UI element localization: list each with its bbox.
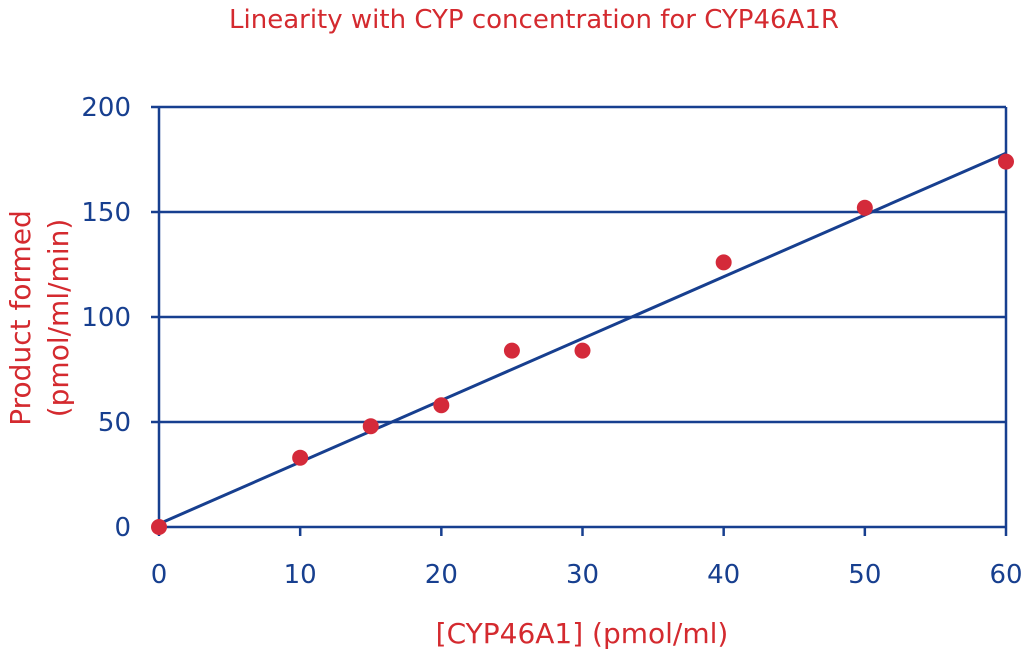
y-tick-label: 150 — [81, 198, 131, 228]
data-point — [292, 449, 309, 466]
x-tick-label: 50 — [848, 560, 881, 590]
x-tick-label: 20 — [425, 560, 458, 590]
y-axis-label-line1: Product formed — [4, 210, 37, 426]
data-point — [362, 418, 379, 435]
x-tick-label: 30 — [566, 560, 599, 590]
data-point — [998, 153, 1014, 170]
grid-lines — [151, 105, 1006, 424]
x-tick-label: 40 — [707, 560, 740, 590]
y-tick-label: 0 — [114, 513, 131, 543]
y-tick-label: 100 — [81, 303, 131, 333]
x-tick-label: 60 — [989, 560, 1022, 590]
data-point — [715, 254, 732, 271]
y-axis-label-line2: (pmol/ml/min) — [42, 219, 75, 418]
data-point — [574, 342, 591, 359]
y-axis-label: Product formed (pmol/ml/min) — [4, 210, 75, 426]
x-tick-label: 10 — [284, 560, 317, 590]
x-axis-label: [CYP46A1] (pmol/ml) — [436, 617, 729, 650]
data-points — [151, 153, 1014, 535]
y-tick-labels: 0 50 100 150 200 — [81, 93, 131, 543]
y-tick-label: 200 — [81, 93, 131, 123]
y-tick-label: 50 — [98, 408, 131, 438]
chart-title: Linearity with CYP concentration for CYP… — [229, 5, 839, 35]
fit-line-group — [158, 151, 1007, 526]
data-point — [433, 397, 450, 414]
axes — [157, 107, 1008, 536]
data-point — [151, 519, 167, 535]
data-point — [503, 342, 520, 359]
data-point — [856, 199, 873, 216]
fit-line — [158, 151, 1007, 526]
x-tick-label: 0 — [151, 560, 168, 590]
x-tick-labels: 0 10 20 30 40 50 60 — [151, 560, 1023, 590]
